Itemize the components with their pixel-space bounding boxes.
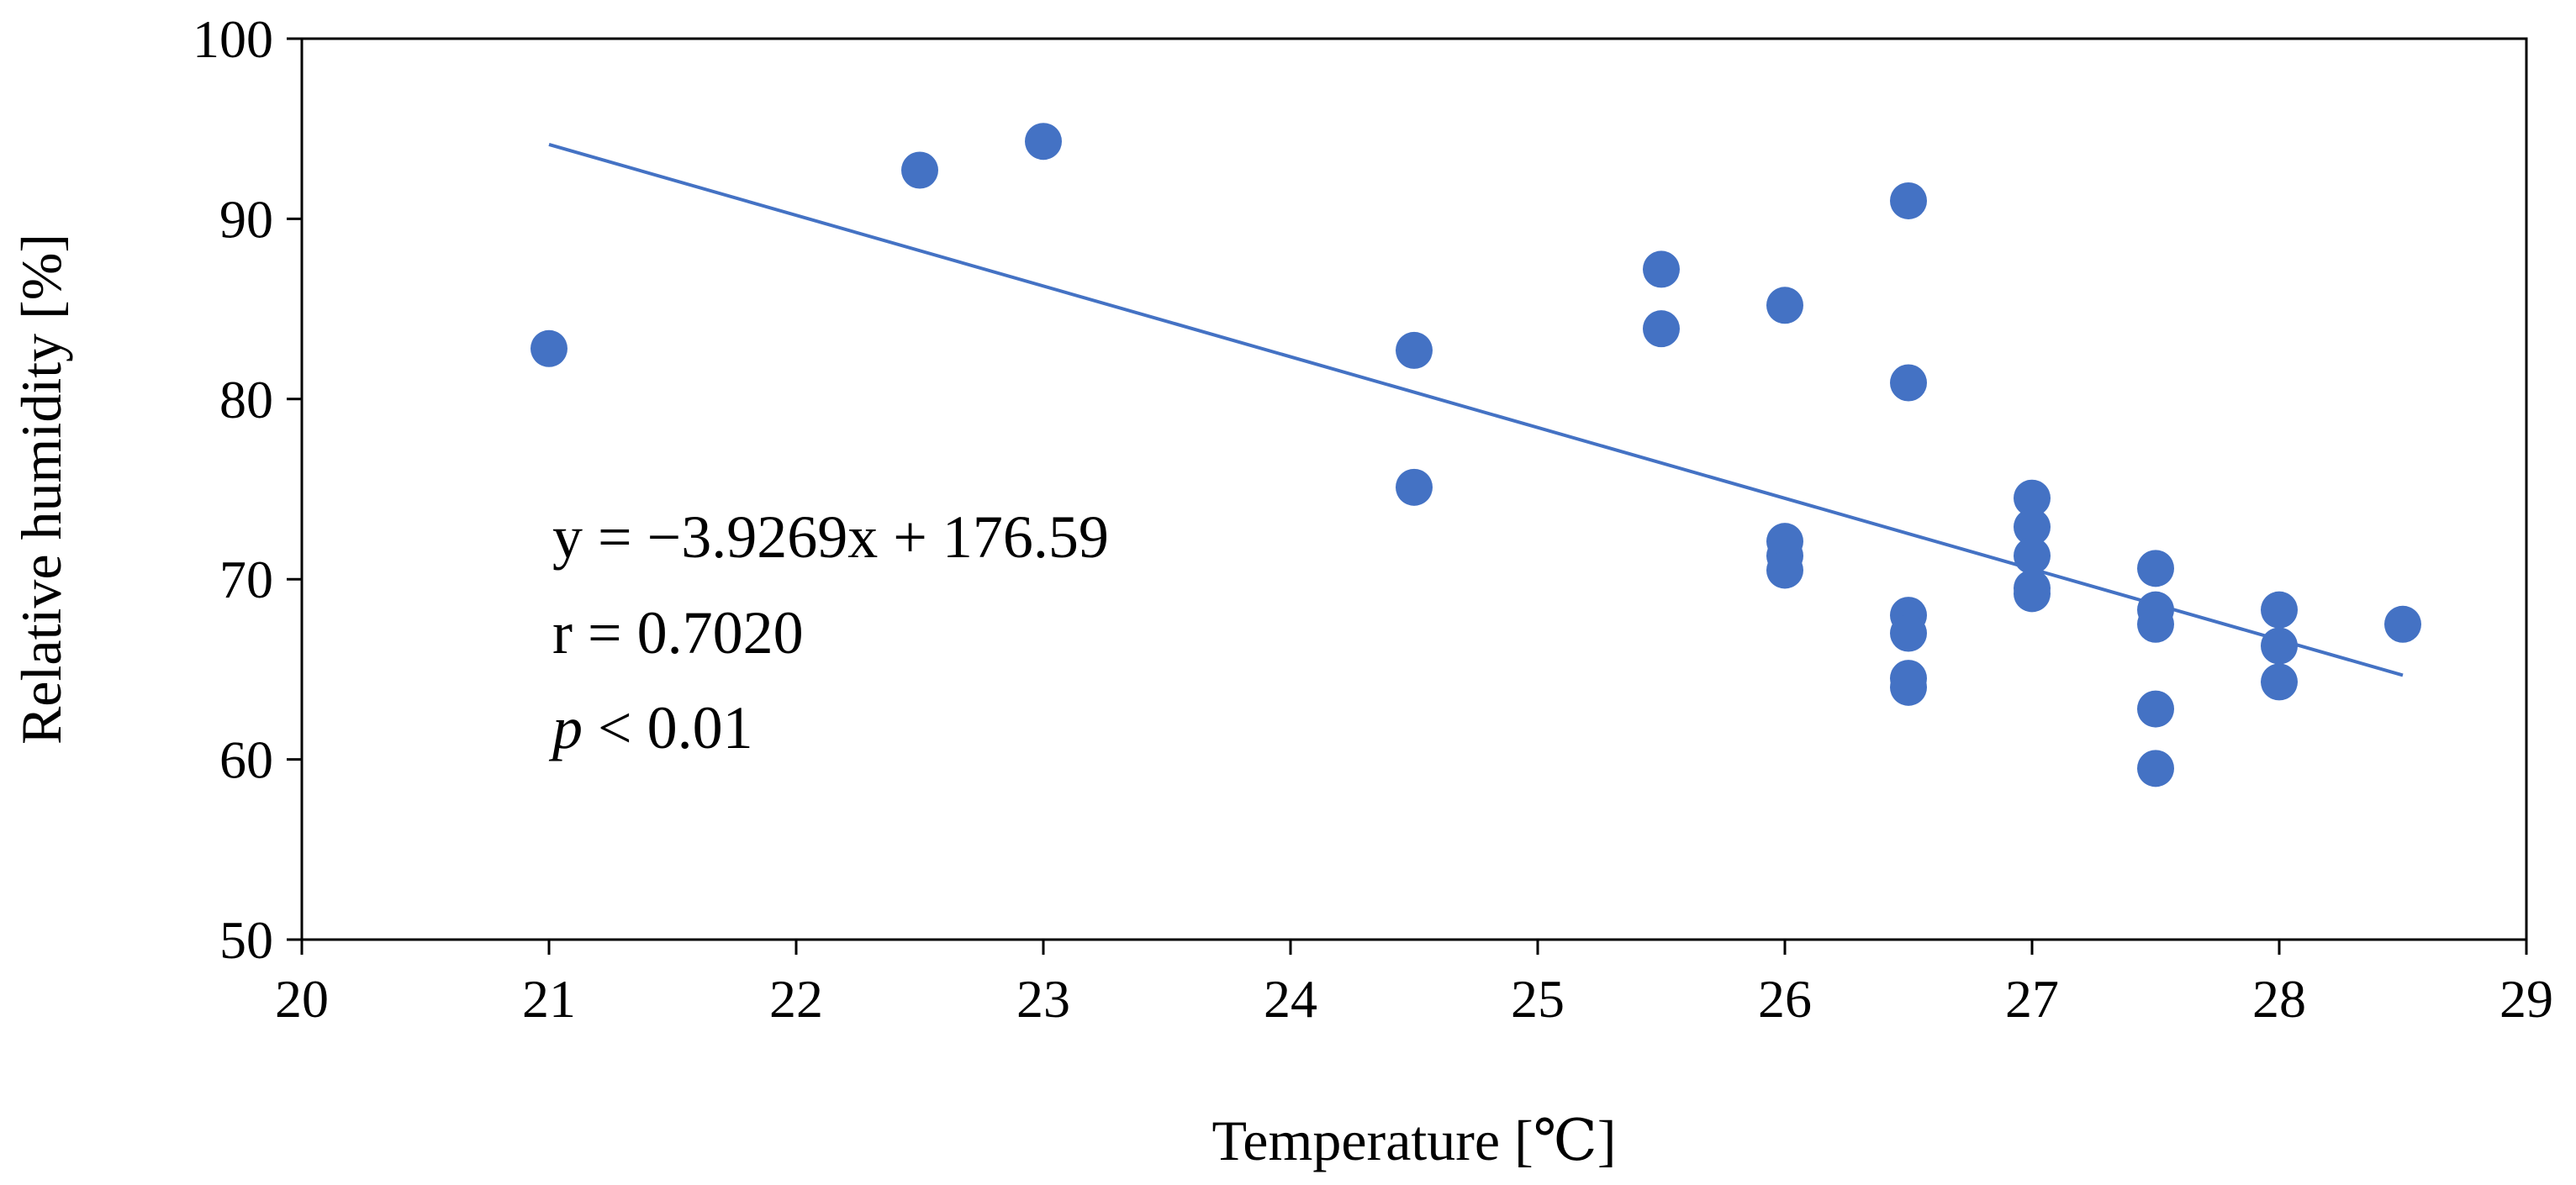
data-point (901, 151, 938, 189)
data-point (2137, 690, 2174, 728)
y-tick-label: 80 (219, 370, 273, 429)
data-point (1643, 250, 1680, 288)
data-point (2261, 663, 2298, 701)
data-point (1025, 123, 1062, 161)
x-axis-title: Temperature [℃] (1212, 1109, 1617, 1172)
x-tick-label: 23 (1016, 969, 1070, 1029)
y-axis: 50 60 70 80 90 100 (193, 9, 302, 970)
trendline (548, 143, 2404, 677)
data-point (1890, 182, 1927, 219)
y-tick-label: 50 (219, 910, 273, 970)
x-tick-label: 20 (275, 969, 329, 1029)
x-tick-label: 28 (2252, 969, 2306, 1029)
x-tick-label: 29 (2499, 969, 2553, 1029)
regression-equation: y = −3.9269x + 176.59 (552, 503, 1109, 571)
y-axis-title: Relative humidity [%] (9, 234, 73, 745)
data-point (2014, 508, 2051, 546)
data-point (1396, 331, 1433, 369)
data-point (1890, 364, 1927, 402)
y-tick-label: 90 (219, 189, 273, 249)
data-point (2014, 479, 2051, 517)
data-point (2014, 537, 2051, 575)
data-point (2137, 750, 2174, 787)
data-point (1766, 551, 1803, 589)
x-tick-label: 27 (2005, 969, 2059, 1029)
data-point (1890, 614, 1927, 652)
p-value-symbol: p (548, 694, 583, 761)
y-tick-label: 100 (193, 9, 273, 69)
x-tick-label: 22 (769, 969, 823, 1029)
data-points (531, 123, 2421, 787)
x-tick-label: 26 (1758, 969, 1812, 1029)
x-tick-label: 25 (1511, 969, 1565, 1029)
data-point (2261, 591, 2298, 629)
data-point (2137, 550, 2174, 587)
data-point (2261, 627, 2298, 665)
p-value: p < 0.01 (548, 694, 753, 761)
data-point (1890, 668, 1927, 706)
data-point (2137, 605, 2174, 643)
data-point (531, 329, 567, 367)
data-point (2384, 605, 2421, 643)
correlation-coefficient: r = 0.7020 (552, 599, 804, 666)
data-point (1766, 287, 1803, 324)
data-point (1396, 468, 1433, 506)
y-tick-label: 70 (219, 550, 273, 609)
p-value-text: < 0.01 (583, 694, 753, 761)
x-tick-label: 21 (522, 969, 576, 1029)
x-tick-label: 24 (1264, 969, 1317, 1029)
plot-area-frame (300, 37, 2528, 941)
x-axis: 20 21 22 23 24 25 26 27 28 29 (275, 940, 2553, 1029)
y-tick-label: 60 (219, 730, 273, 790)
data-point (2014, 575, 2051, 613)
data-point (1643, 310, 1680, 348)
